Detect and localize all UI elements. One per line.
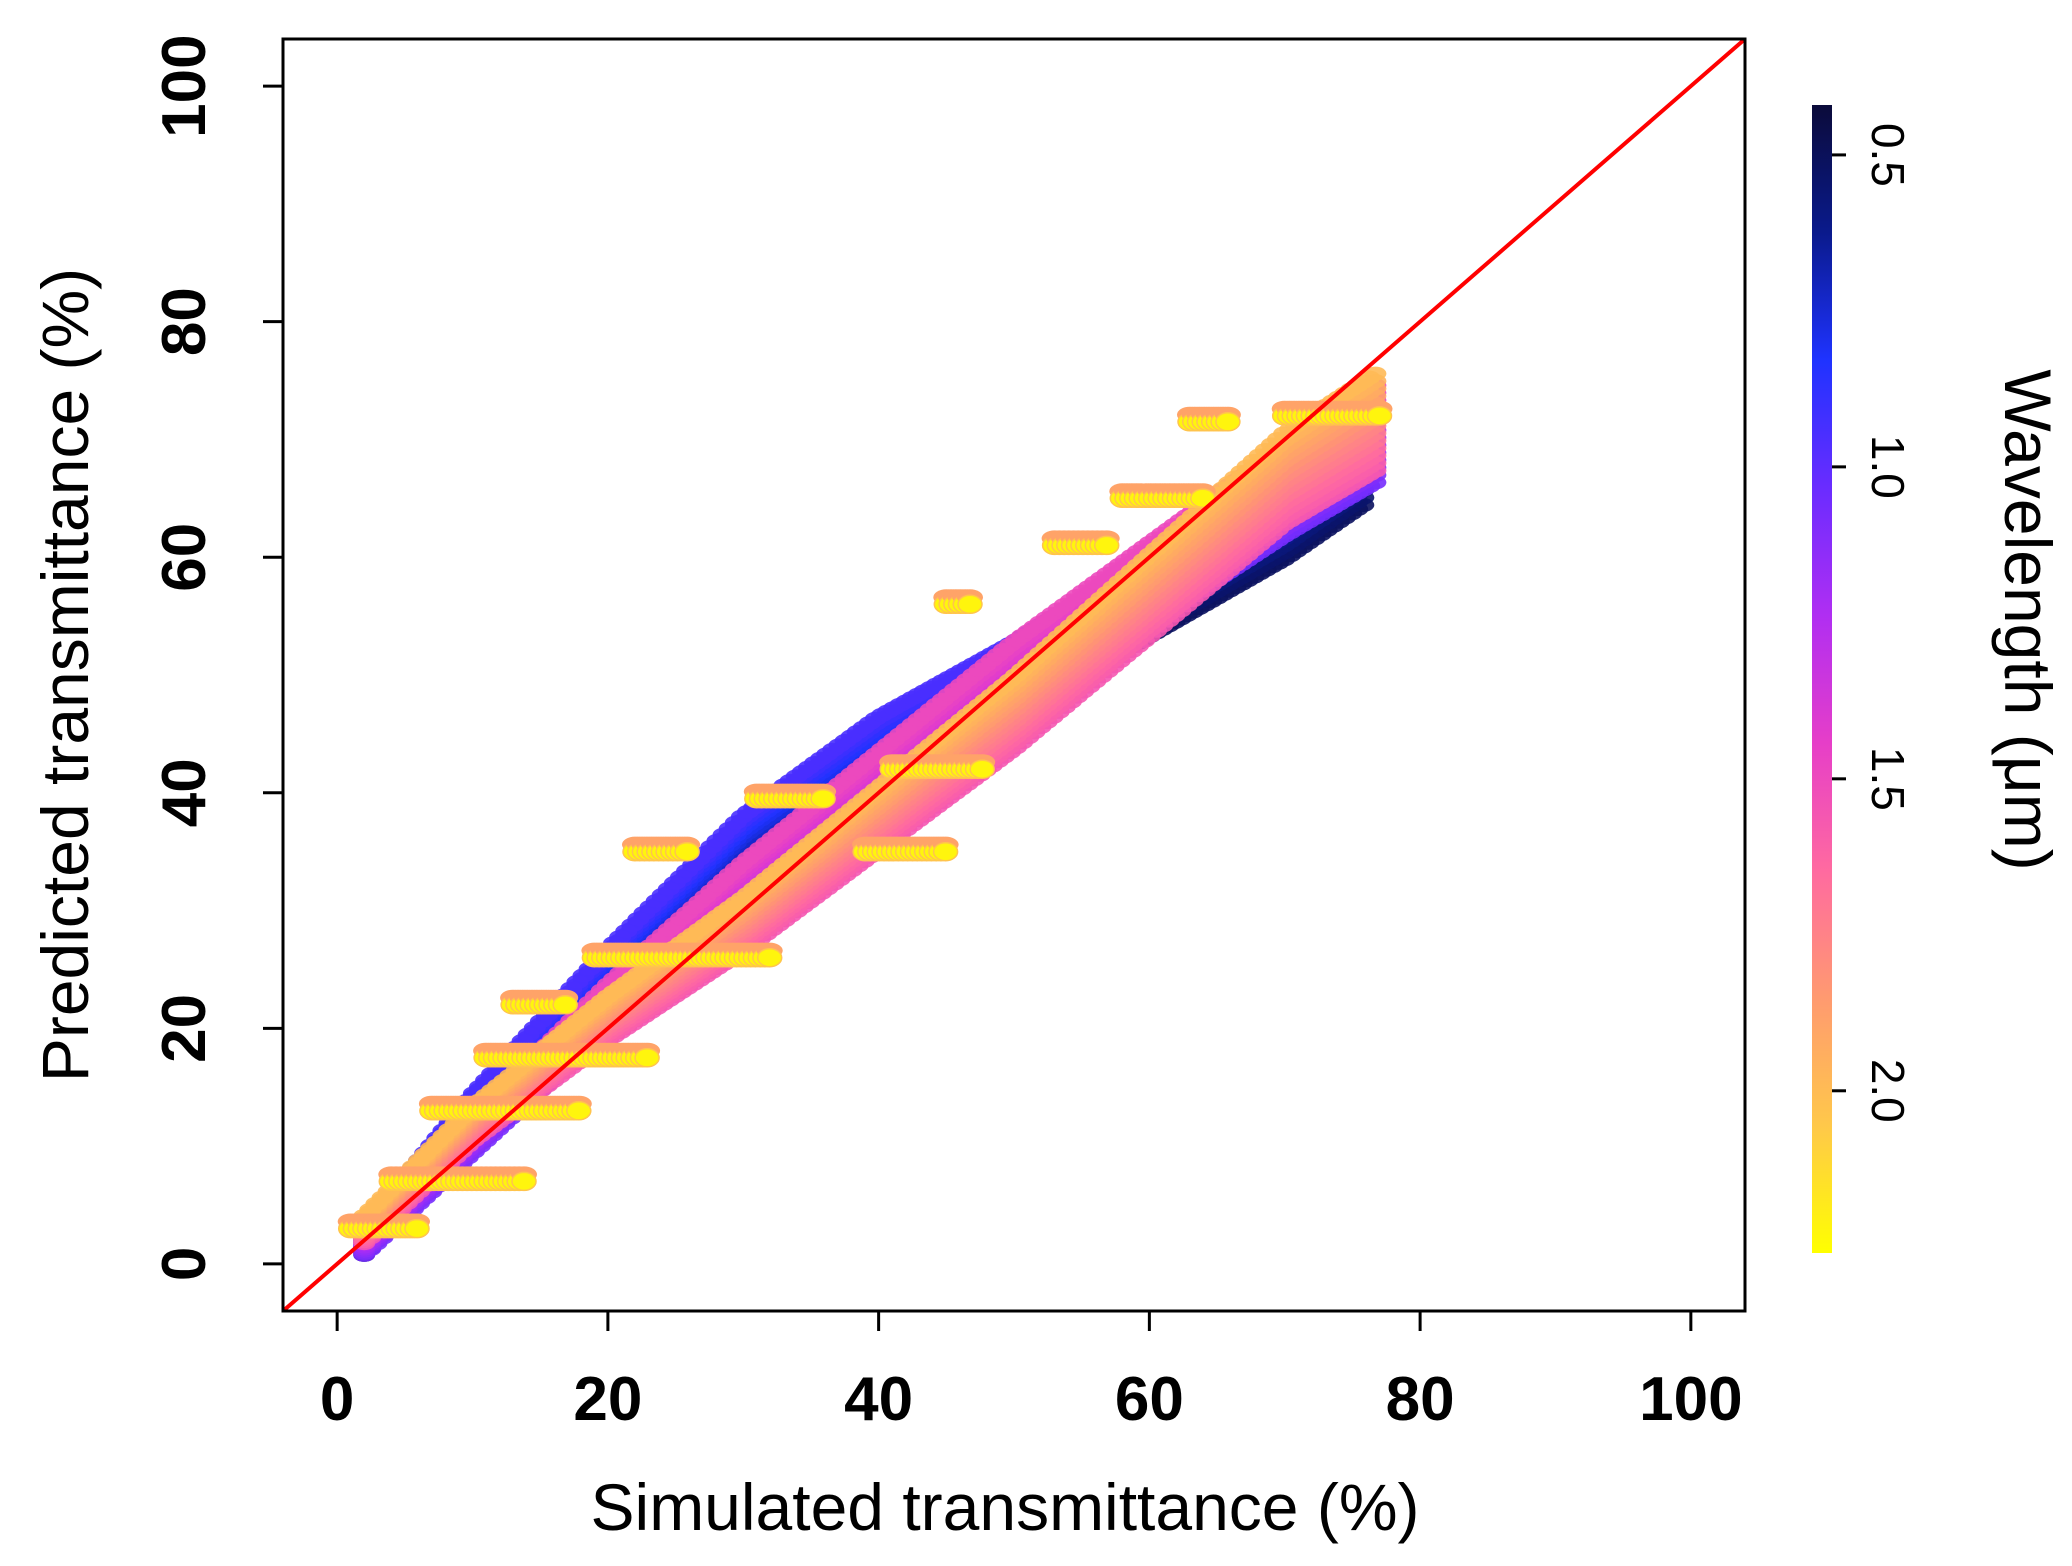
scatter-points bbox=[337, 366, 1393, 1262]
